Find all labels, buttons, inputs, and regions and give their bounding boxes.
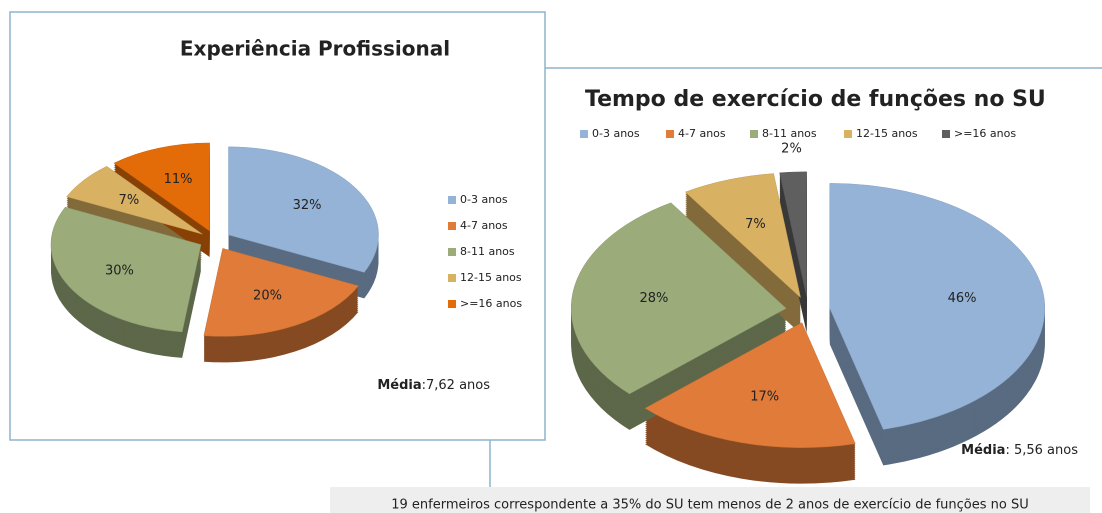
note-value: :7,62 anos	[422, 378, 491, 393]
legend-swatch	[580, 130, 588, 138]
legend-label: 8-11 anos	[762, 127, 817, 140]
legend-label: 8-11 anos	[460, 245, 515, 258]
slice	[203, 248, 359, 337]
legend-swatch	[666, 130, 674, 138]
slice	[66, 166, 203, 235]
slice	[570, 202, 787, 395]
note: Média:7,62 anos	[377, 378, 490, 393]
slice	[684, 173, 801, 299]
pie	[570, 171, 1046, 484]
data-label: 2%	[781, 142, 802, 157]
legend-label: >=16 anos	[460, 297, 522, 310]
slice	[644, 322, 856, 448]
chart-title: Experiência Profissional	[180, 37, 450, 61]
footer: 19 enfermeiros correspondente a 35% do S…	[391, 498, 1029, 513]
legend-swatch	[448, 196, 456, 204]
data-label: 11%	[164, 172, 193, 187]
slice	[50, 206, 202, 333]
data-label: 30%	[105, 263, 134, 278]
data-label: 7%	[745, 217, 766, 232]
legend-label: 12-15 anos	[856, 127, 918, 140]
slice	[113, 142, 210, 232]
legend-label: 0-3 anos	[460, 193, 508, 206]
legend-swatch	[750, 130, 758, 138]
data-label: 28%	[639, 291, 668, 306]
footer-box	[330, 487, 1090, 513]
legend-label: 0-3 anos	[592, 127, 640, 140]
legend-swatch	[448, 300, 456, 308]
legend-label: 12-15 anos	[460, 271, 522, 284]
data-label: 20%	[253, 289, 282, 304]
legend-label: >=16 anos	[954, 127, 1016, 140]
note-label: Média	[377, 378, 421, 393]
data-label: 46%	[948, 291, 977, 306]
legend-swatch	[844, 130, 852, 138]
pie	[50, 142, 379, 363]
data-label: 17%	[750, 390, 779, 405]
note-value: : 5,56 anos	[1005, 443, 1078, 458]
slice	[779, 171, 807, 297]
slice	[829, 183, 1046, 430]
data-label: 7%	[119, 193, 140, 208]
legend-swatch	[448, 274, 456, 282]
legend-swatch	[942, 130, 950, 138]
legend-label: 4-7 anos	[460, 219, 508, 232]
note: Média: 5,56 anos	[961, 443, 1078, 458]
data-label: 32%	[293, 198, 322, 213]
chart-title: Tempo de exercício de funções no SU	[585, 87, 1046, 112]
legend-label: 4-7 anos	[678, 127, 726, 140]
note-label: Média	[961, 443, 1005, 458]
legend-swatch	[448, 248, 456, 256]
legend-swatch	[448, 222, 456, 230]
slice	[228, 146, 379, 273]
